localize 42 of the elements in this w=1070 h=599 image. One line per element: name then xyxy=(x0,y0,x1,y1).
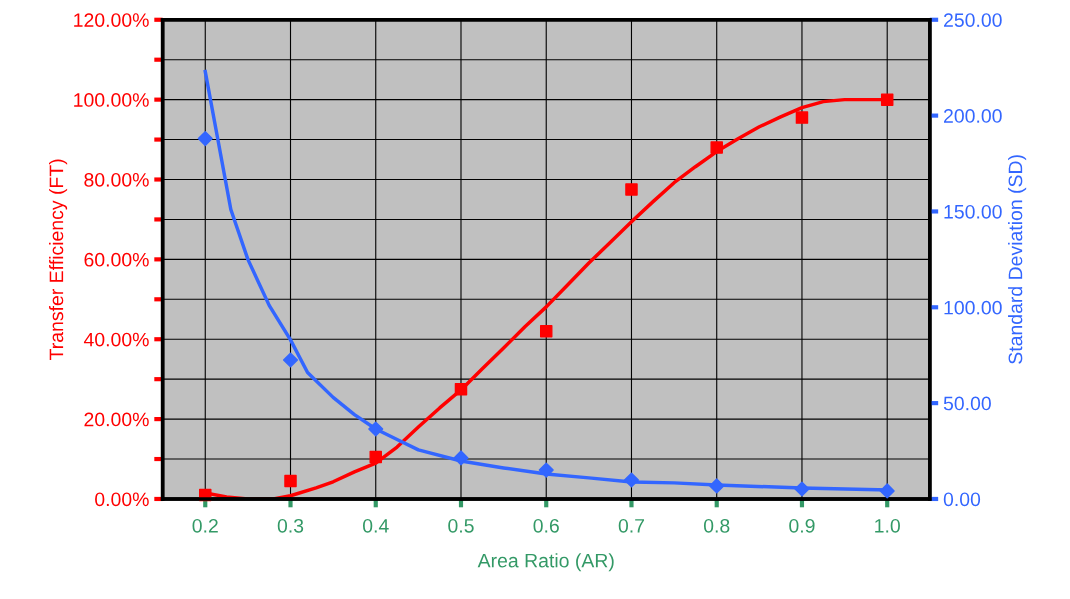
y-axis-title: Transfer Efficiency (FT) xyxy=(49,159,68,360)
x-tick-label: 0.3 xyxy=(277,518,304,533)
y2-tick-label: 150.00 xyxy=(944,204,1002,219)
x-axis-title: Area Ratio (AR) xyxy=(477,553,614,572)
point xyxy=(369,450,382,464)
y2-tick-label: 250.00 xyxy=(944,13,1002,27)
y-tick-label: 60.00% xyxy=(84,252,149,267)
x-tick-label: 0.8 xyxy=(703,518,730,533)
y2-tick-label: 100.00 xyxy=(944,300,1002,315)
point xyxy=(625,183,638,196)
point xyxy=(453,450,469,466)
y-tick-label: 120.00% xyxy=(74,13,149,27)
y-tick-label: 100.00% xyxy=(74,93,149,107)
x-tick-label: 0.7 xyxy=(618,518,645,533)
x-tick-label: 0.5 xyxy=(448,518,474,533)
y2-tick-label: 50.00 xyxy=(943,396,991,411)
point xyxy=(538,462,554,478)
point xyxy=(368,421,384,437)
point xyxy=(709,478,725,494)
y2-axis-title: Standard Deviation (SD) xyxy=(1008,155,1027,364)
x-tick-label: 0.6 xyxy=(533,518,559,533)
x-tick-label: 0.2 xyxy=(192,518,218,533)
x-tick-label: 1.0 xyxy=(875,518,900,533)
point xyxy=(197,131,213,147)
y2-tick-label: 0.00 xyxy=(943,492,981,507)
y2-tick-label: 200.00 xyxy=(944,109,1002,123)
y-tick-label: 20.00% xyxy=(84,412,149,427)
point xyxy=(879,483,895,499)
point xyxy=(880,93,894,106)
point xyxy=(284,474,297,488)
point xyxy=(454,382,468,396)
point xyxy=(282,352,299,368)
point xyxy=(623,472,640,488)
x-tick-label: 0.9 xyxy=(789,518,815,533)
y-tick-label: 0.00% xyxy=(95,492,149,507)
y-tick-label: 80.00% xyxy=(84,172,149,187)
point xyxy=(539,324,553,338)
point xyxy=(710,141,723,154)
x-tick-label: 0.4 xyxy=(362,518,389,533)
y-tick-label: 40.00% xyxy=(83,332,149,347)
point xyxy=(795,111,809,124)
point xyxy=(794,481,810,497)
